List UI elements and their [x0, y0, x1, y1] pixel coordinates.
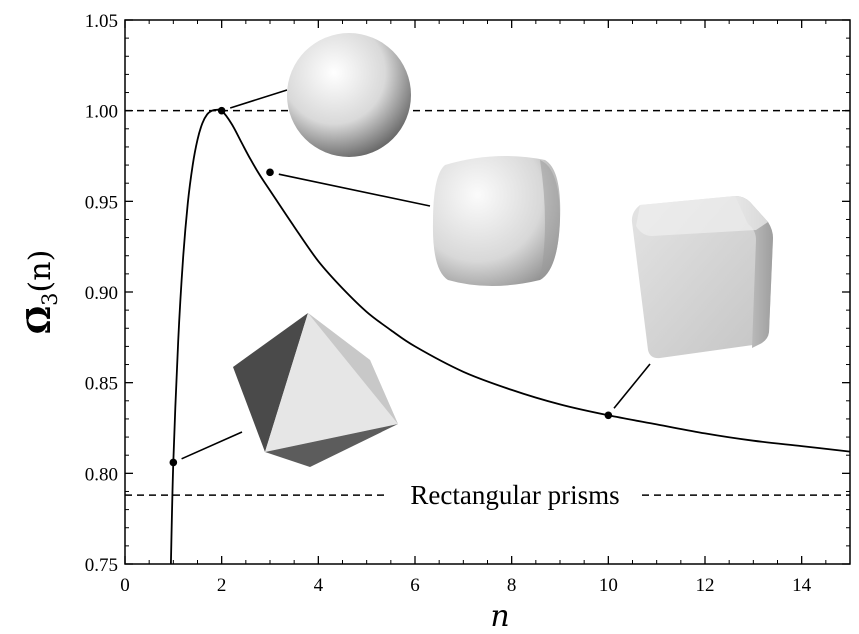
- y-tick-label: 0.95: [85, 192, 118, 213]
- marked-point: [217, 106, 226, 115]
- y-tick-label: 0.85: [85, 374, 118, 395]
- leader-line: [181, 431, 243, 460]
- octahedron-illustration: [233, 313, 398, 467]
- y-tick-label: 1.05: [85, 11, 118, 32]
- y-tick-label: 0.80: [85, 464, 118, 485]
- x-axis-label: n: [490, 599, 509, 634]
- y-tick-label: 0.75: [85, 555, 118, 576]
- rounded-cube-illustration: [432, 156, 561, 286]
- cube-illustration: [631, 196, 773, 359]
- y-tick-label: 1.00: [85, 102, 118, 123]
- x-tick-label: 4: [314, 575, 324, 596]
- x-tick-label: 2: [217, 575, 227, 596]
- leader-lines: [181, 89, 651, 460]
- marked-points: [169, 106, 613, 467]
- marked-point: [266, 168, 274, 177]
- x-tick-label: 8: [507, 575, 517, 596]
- rectangular-prisms-label: Rectangular prisms: [410, 480, 619, 510]
- y-tick-label: 0.90: [85, 283, 118, 304]
- sphere-illustration: [287, 33, 411, 157]
- leader-line: [278, 173, 431, 207]
- x-tick-label: 0: [120, 575, 130, 596]
- marked-point: [604, 411, 613, 420]
- x-tick-label: 10: [599, 575, 618, 596]
- y-axis-ticks: 0.75 0.80 0.85 0.90 0.95 1.00 1.05: [85, 11, 850, 576]
- leader-line: [613, 363, 651, 409]
- x-tick-label: 6: [410, 575, 420, 596]
- x-axis-ticks: 0 2 4 6 8 10 12 14: [120, 20, 851, 596]
- x-tick-label: 14: [792, 575, 812, 596]
- marked-point: [169, 458, 178, 467]
- leader-line: [229, 89, 288, 109]
- y-axis-label: Ω̄3(n): [20, 250, 62, 335]
- series-line: [170, 108, 851, 565]
- x-tick-label: 12: [696, 575, 715, 596]
